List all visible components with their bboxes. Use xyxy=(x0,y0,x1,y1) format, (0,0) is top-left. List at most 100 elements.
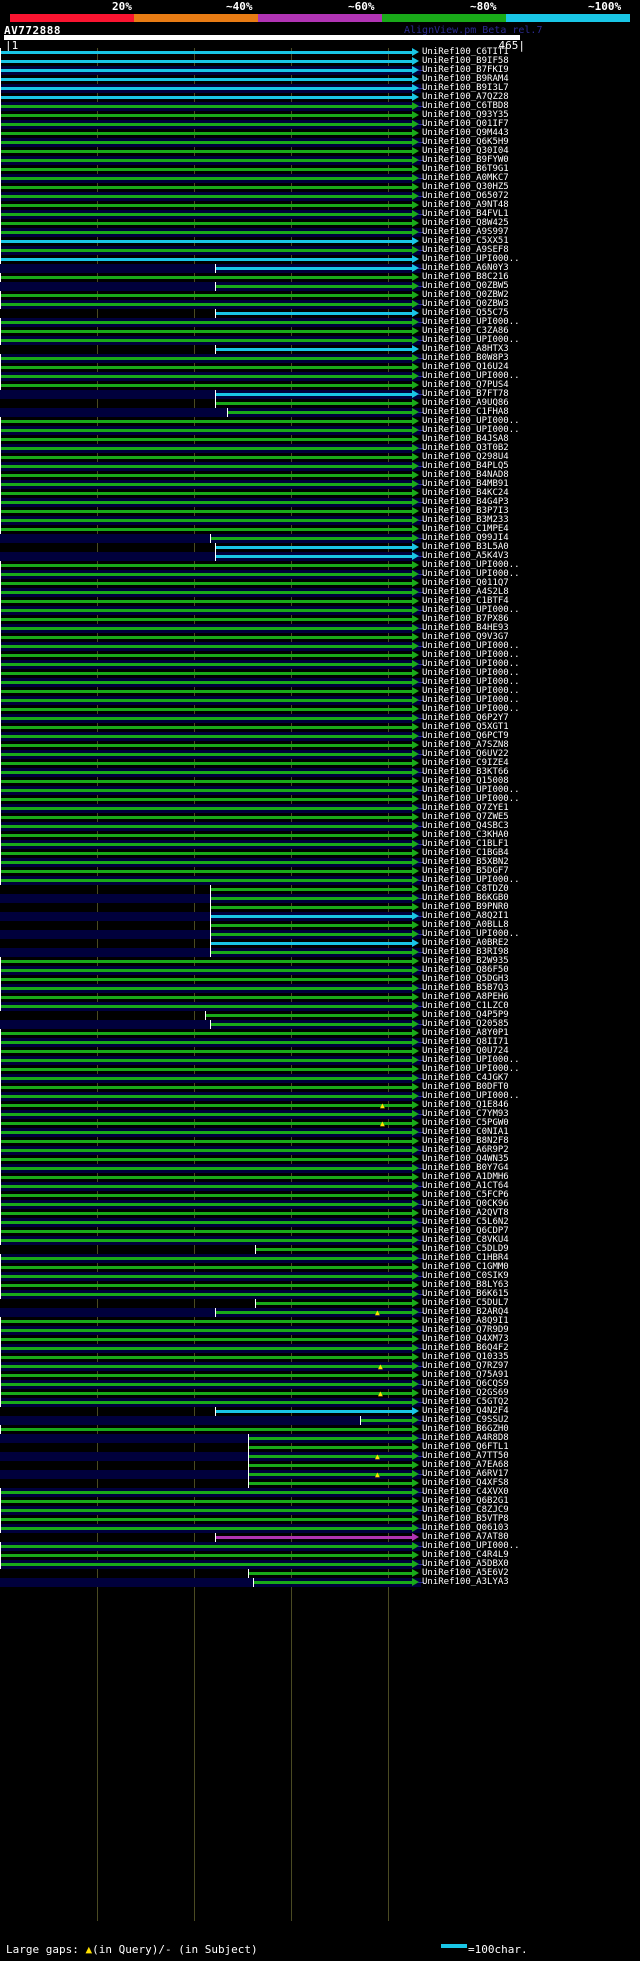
hit-label[interactable]: UniRef100_A7TT50 xyxy=(422,1451,509,1461)
alignment-row[interactable]: UniRef100_Q7ZYE1 xyxy=(0,803,640,813)
hit-label[interactable]: UniRef100_Q7ZYE1 xyxy=(422,803,509,813)
alignment-row[interactable]: UniRef100_Q3T0B2 xyxy=(0,443,640,453)
hit-label[interactable]: UniRef100_A7QZ28 xyxy=(422,92,509,102)
alignment-row[interactable]: UniRef100_B3L5A0 xyxy=(0,542,640,552)
alignment-bar[interactable] xyxy=(0,1266,412,1269)
alignment-row[interactable]: UniRef100_Q6CQS9 xyxy=(0,1379,640,1389)
alignment-bar[interactable] xyxy=(0,807,412,810)
hit-label[interactable]: UniRef100_A8PEH6 xyxy=(422,992,509,1002)
alignment-bar[interactable] xyxy=(210,897,412,900)
alignment-row[interactable]: UniRef100_B7FT78 xyxy=(0,389,640,399)
hit-label[interactable]: UniRef100_A8Q2I1 xyxy=(422,911,509,921)
alignment-row[interactable]: UniRef100_C9IZE4 xyxy=(0,758,640,768)
alignment-bar[interactable] xyxy=(248,1437,412,1440)
hit-label[interactable]: UniRef100_C1GMM0 xyxy=(422,1262,509,1272)
alignment-row[interactable]: UniRef100_UPI000.. xyxy=(0,317,640,327)
alignment-bar[interactable] xyxy=(0,1230,412,1233)
hit-label[interactable]: UniRef100_UPI000.. xyxy=(422,254,520,264)
alignment-bar[interactable] xyxy=(215,393,412,396)
alignment-bar[interactable] xyxy=(205,1014,412,1017)
alignment-bar[interactable] xyxy=(215,1311,412,1314)
alignment-bar[interactable] xyxy=(0,159,412,162)
hit-label[interactable]: UniRef100_B3M233 xyxy=(422,515,509,525)
alignment-row[interactable]: UniRef100_Q9M443 xyxy=(0,128,640,138)
alignment-bar[interactable] xyxy=(0,204,412,207)
hit-label[interactable]: UniRef100_B5DGF7 xyxy=(422,866,509,876)
alignment-row[interactable]: UniRef100_C5GTQ2 xyxy=(0,1397,640,1407)
hit-label[interactable]: UniRef100_Q6K5H9 xyxy=(422,137,509,147)
alignment-bar[interactable] xyxy=(0,1167,412,1170)
alignment-row[interactable]: ▲ UniRef100_A6RV17 xyxy=(0,1469,640,1479)
hit-label[interactable]: UniRef100_Q6P2Y7 xyxy=(422,713,509,723)
hit-label[interactable]: UniRef100_C0SIK9 xyxy=(422,1271,509,1281)
hit-label[interactable]: UniRef100_B4FVL1 xyxy=(422,209,509,219)
alignment-bar[interactable] xyxy=(0,699,412,702)
hit-label[interactable]: UniRef100_A5E6V2 xyxy=(422,1568,509,1578)
alignment-bar[interactable] xyxy=(0,879,412,882)
hit-label[interactable]: UniRef100_UPI000.. xyxy=(422,677,520,687)
alignment-bar[interactable] xyxy=(0,1212,412,1215)
hit-label[interactable]: UniRef100_B7FKI9 xyxy=(422,65,509,75)
alignment-row[interactable]: UniRef100_A9SEF8 xyxy=(0,245,640,255)
hit-label[interactable]: UniRef100_UPI000.. xyxy=(422,794,520,804)
alignment-bar[interactable] xyxy=(215,348,412,351)
alignment-row[interactable]: UniRef100_UPI000.. xyxy=(0,677,640,687)
alignment-bar[interactable] xyxy=(0,150,412,153)
alignment-row[interactable]: UniRef100_UPI000.. xyxy=(0,875,640,885)
alignment-row[interactable]: UniRef100_A5K4V3 xyxy=(0,551,640,561)
hit-label[interactable]: UniRef100_UPI000.. xyxy=(422,569,520,579)
hit-label[interactable]: UniRef100_C5GTQ2 xyxy=(422,1397,509,1407)
alignment-bar[interactable] xyxy=(0,1518,412,1521)
alignment-bar[interactable] xyxy=(0,1392,412,1395)
alignment-bar[interactable] xyxy=(215,555,412,558)
hit-label[interactable]: UniRef100_B8C216 xyxy=(422,272,509,282)
hit-label[interactable]: UniRef100_B5VTP8 xyxy=(422,1514,509,1524)
hit-label[interactable]: UniRef100_B6K615 xyxy=(422,1289,509,1299)
alignment-bar[interactable] xyxy=(0,528,412,531)
alignment-bar[interactable] xyxy=(0,1401,412,1404)
alignment-bar[interactable] xyxy=(0,870,412,873)
alignment-bar[interactable] xyxy=(255,1248,412,1251)
hit-label[interactable]: UniRef100_UPI000.. xyxy=(422,929,520,939)
alignment-row[interactable]: UniRef100_B2W935 xyxy=(0,956,640,966)
hit-label[interactable]: UniRef100_Q99JI4 xyxy=(422,533,509,543)
alignment-bar[interactable] xyxy=(210,942,412,945)
hit-label[interactable]: UniRef100_C5L6N2 xyxy=(422,1217,509,1227)
alignment-row[interactable]: UniRef100_B4FVL1 xyxy=(0,209,640,219)
alignment-bar[interactable] xyxy=(0,1086,412,1089)
hit-label[interactable]: UniRef100_B4JSA8 xyxy=(422,434,509,444)
hit-label[interactable]: UniRef100_C5XX51 xyxy=(422,236,509,246)
alignment-bar[interactable] xyxy=(0,60,412,63)
alignment-bar[interactable] xyxy=(0,1050,412,1053)
alignment-row[interactable]: UniRef100_UPI000.. xyxy=(0,650,640,660)
alignment-row[interactable]: UniRef100_UPI000.. xyxy=(0,641,640,651)
hit-label[interactable]: UniRef100_A8Y0P1 xyxy=(422,1028,509,1038)
alignment-bar[interactable] xyxy=(0,843,412,846)
alignment-row[interactable]: UniRef100_A9NT48 xyxy=(0,200,640,210)
alignment-row[interactable]: UniRef100_Q4WN35 xyxy=(0,1154,640,1164)
hit-label[interactable]: UniRef100_Q7R9D9 xyxy=(422,1325,509,1335)
hit-label[interactable]: UniRef100_A9UQ86 xyxy=(422,398,509,408)
alignment-row[interactable]: UniRef100_C1BGB4 xyxy=(0,848,640,858)
alignment-bar[interactable] xyxy=(0,1122,412,1125)
alignment-row[interactable]: UniRef100_UPI000.. xyxy=(0,794,640,804)
alignment-bar[interactable] xyxy=(0,1239,412,1242)
hit-label[interactable]: UniRef100_Q86F50 xyxy=(422,965,509,975)
alignment-row[interactable]: UniRef100_B0Y7G4 xyxy=(0,1163,640,1173)
hit-label[interactable]: UniRef100_UPI000.. xyxy=(422,785,520,795)
alignment-bar[interactable] xyxy=(0,636,412,639)
alignment-bar[interactable] xyxy=(0,1329,412,1332)
alignment-row[interactable]: UniRef100_C5L6N2 xyxy=(0,1217,640,1227)
alignment-bar[interactable] xyxy=(360,1419,412,1422)
alignment-bar[interactable] xyxy=(0,627,412,630)
alignment-row[interactable]: UniRef100_Q6B2G1 xyxy=(0,1496,640,1506)
hit-label[interactable]: UniRef100_B9I3L7 xyxy=(422,83,509,93)
alignment-row[interactable]: UniRef100_Q0CK96 xyxy=(0,1199,640,1209)
alignment-row[interactable]: UniRef100_C0SIK9 xyxy=(0,1271,640,1281)
alignment-row[interactable]: UniRef100_C1HBR4 xyxy=(0,1253,640,1263)
alignment-row[interactable]: UniRef100_B5B7Q3 xyxy=(0,983,640,993)
alignment-bar[interactable] xyxy=(0,294,412,297)
hit-label[interactable]: UniRef100_Q6CDP7 xyxy=(422,1226,509,1236)
alignment-bar[interactable] xyxy=(0,213,412,216)
alignment-row[interactable]: UniRef100_A8Q2I1 xyxy=(0,911,640,921)
